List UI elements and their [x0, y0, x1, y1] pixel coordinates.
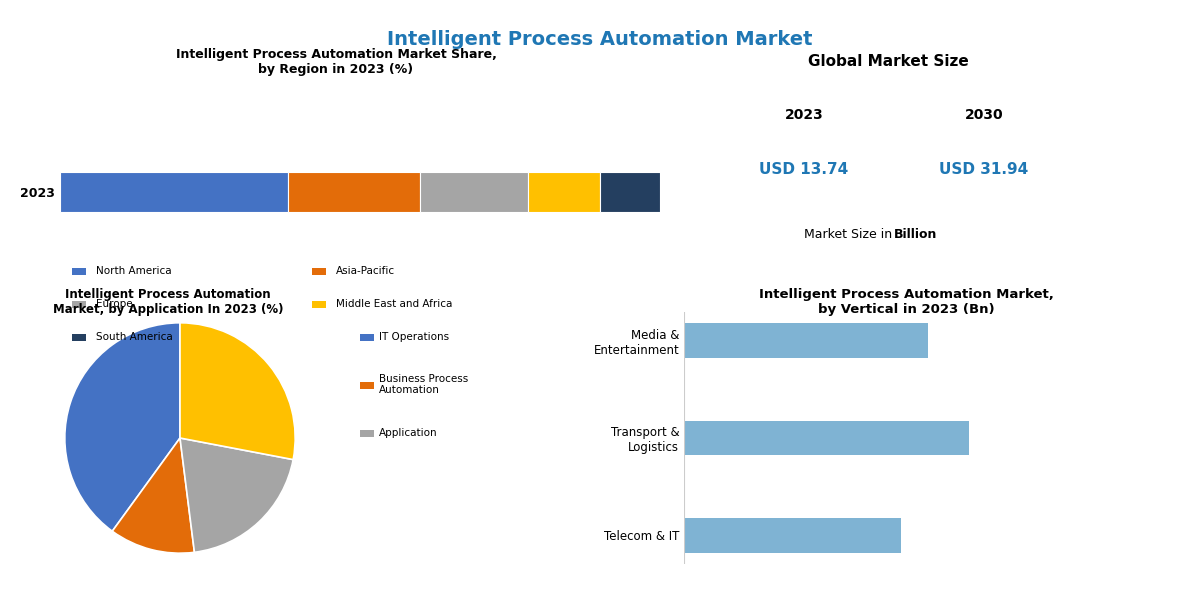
Text: Asia-Pacific: Asia-Pacific — [336, 266, 395, 275]
Bar — [684, 518, 901, 553]
Text: Application: Application — [379, 428, 438, 437]
Wedge shape — [180, 438, 293, 552]
Text: 2023: 2023 — [785, 108, 823, 122]
Text: Billion: Billion — [894, 228, 937, 241]
Bar — [60, 172, 288, 212]
Bar — [420, 172, 528, 212]
Wedge shape — [65, 323, 180, 531]
Text: Intelligent Process Automation Market Share,
by Region in 2023 (%): Intelligent Process Automation Market Sh… — [175, 48, 497, 76]
Text: USD 31.94: USD 31.94 — [940, 162, 1028, 177]
Text: Europe: Europe — [96, 299, 133, 308]
Bar — [684, 421, 970, 455]
Text: USD 13.74: USD 13.74 — [760, 162, 848, 177]
Text: IT Operations: IT Operations — [379, 332, 449, 341]
Text: Market Size in: Market Size in — [804, 228, 896, 241]
Text: Intelligent Process Automation Market,
by Vertical in 2023 (Bn): Intelligent Process Automation Market, b… — [758, 288, 1054, 316]
Text: Middle East and Africa: Middle East and Africa — [336, 299, 452, 308]
Text: Intelligent Process Automation Market: Intelligent Process Automation Market — [388, 30, 812, 49]
Text: Intelligent Process Automation
Market, by Application In 2023 (%): Intelligent Process Automation Market, b… — [53, 288, 283, 316]
Bar — [528, 172, 600, 212]
Wedge shape — [180, 323, 295, 460]
Text: Global Market Size: Global Market Size — [808, 54, 968, 69]
Bar — [600, 172, 660, 212]
Text: North America: North America — [96, 266, 172, 275]
Bar — [684, 323, 929, 358]
Text: Business Process
Automation: Business Process Automation — [379, 374, 468, 395]
Text: 2030: 2030 — [965, 108, 1003, 122]
Bar — [288, 172, 420, 212]
Text: South America: South America — [96, 332, 173, 341]
Wedge shape — [113, 438, 194, 553]
